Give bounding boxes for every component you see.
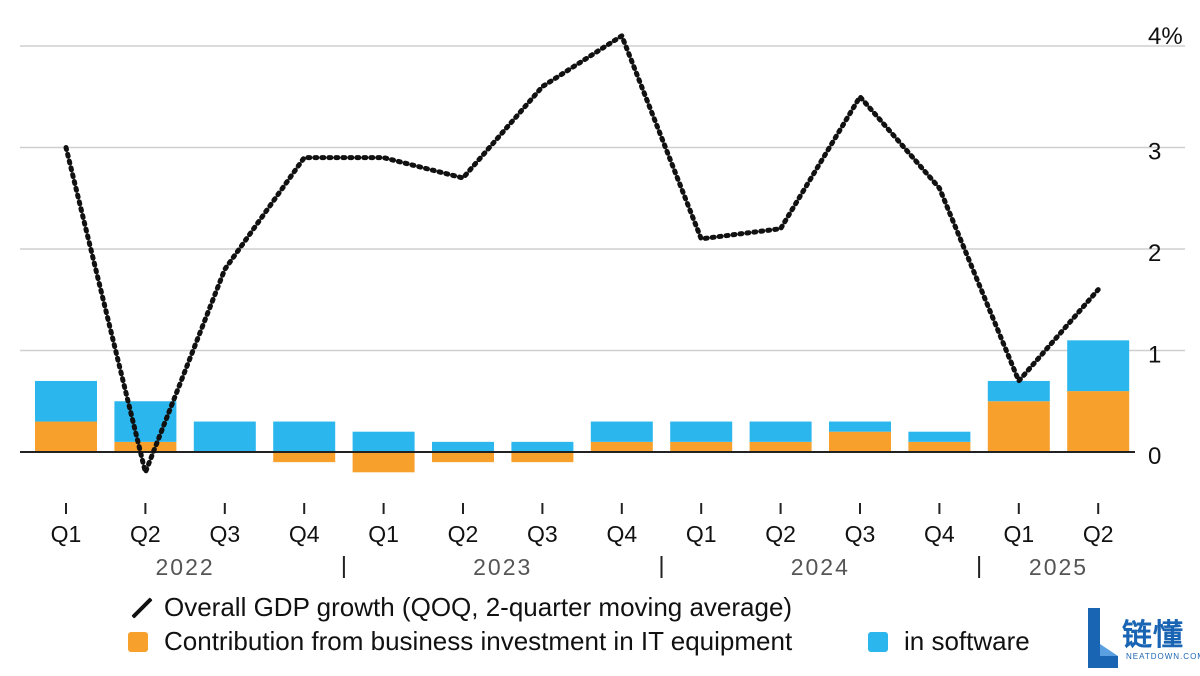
y-tick-label: 1 xyxy=(1148,342,1161,369)
bar-it-equipment xyxy=(273,452,336,463)
x-tick-label: Q2 xyxy=(130,521,161,547)
x-tick-label: Q4 xyxy=(924,521,955,547)
bar-software xyxy=(908,431,971,442)
bar-it-equipment xyxy=(829,431,891,452)
gdp-series-line xyxy=(63,33,1101,475)
bar-software xyxy=(511,441,574,452)
bar-software xyxy=(749,421,812,442)
chart: 0 1 2 3 4% Q1 Q2 Q3 Q4 Q1 Q2 Q3 Q4 Q1 Q2 Q3 Q4 Q1 Q2 2022 2… xyxy=(20,23,1185,580)
x-tick-label: Q2 xyxy=(1083,521,1114,547)
x-tick-label: Q1 xyxy=(51,521,82,547)
bar-software xyxy=(1067,340,1130,392)
x-tick-label: Q3 xyxy=(209,521,240,547)
year-label: 2025 xyxy=(1029,554,1088,580)
legend-it-equipment: Contribution from business investment in… xyxy=(128,626,792,657)
x-tick-label: Q3 xyxy=(845,521,876,547)
bar-it-equipment xyxy=(511,452,574,463)
y-tick-label: 2 xyxy=(1148,240,1161,267)
bar-it-equipment xyxy=(908,441,971,452)
bar-it-equipment xyxy=(35,421,97,452)
legend-gdp-label: Overall GDP growth (QOQ, 2-quarter movin… xyxy=(164,592,793,622)
year-label: 2024 xyxy=(791,554,850,580)
logo-cn-text: 链懂 xyxy=(1122,618,1184,653)
bar-software xyxy=(273,421,336,452)
y-tick-label: 3 xyxy=(1148,139,1161,166)
bar-it-equipment xyxy=(670,441,733,452)
legend-software-label: in software xyxy=(904,626,1030,656)
logo-en-text: NEATDOWN.COM xyxy=(1126,652,1200,661)
year-label: 2022 xyxy=(156,554,215,580)
y-axis-labels: 0 1 2 3 4% xyxy=(1148,23,1183,470)
bar-software xyxy=(352,431,415,452)
x-tick-label: Q2 xyxy=(765,521,796,547)
gridlines xyxy=(20,45,1185,352)
x-tick-label: Q1 xyxy=(1003,521,1034,547)
year-label: 2023 xyxy=(473,554,532,580)
x-axis: Q1 Q2 Q3 Q4 Q1 Q2 Q3 Q4 Q1 Q2 Q3 Q4 Q1 Q2 2022 2023 2024… xyxy=(51,503,1114,580)
bars xyxy=(35,340,1130,473)
watermark-logo: 链懂 NEATDOWN.COM xyxy=(1086,606,1200,672)
legend-gdp: Overall GDP growth (QOQ, 2-quarter movin… xyxy=(128,592,792,623)
legend-software: in software xyxy=(868,626,1030,657)
x-tick-label: Q1 xyxy=(686,521,717,547)
legend-it-equipment-label: Contribution from business investment in… xyxy=(164,626,793,656)
gdp-line xyxy=(63,33,1101,475)
orange-swatch-icon xyxy=(128,631,148,652)
bar-it-equipment xyxy=(432,452,494,463)
y-tick-label: 4% xyxy=(1148,23,1183,50)
x-tick-label: Q3 xyxy=(527,521,558,547)
bar-it-equipment xyxy=(590,441,653,452)
bar-software xyxy=(987,380,1050,402)
bar-software xyxy=(35,380,97,422)
bar-it-equipment xyxy=(352,452,415,473)
bar-software xyxy=(590,421,653,442)
x-tick-label: Q2 xyxy=(448,521,479,547)
bar-software xyxy=(670,421,733,442)
blue-swatch-icon xyxy=(868,631,888,652)
bar-it-equipment xyxy=(114,441,177,452)
bar-it-equipment xyxy=(749,441,812,452)
bar-software xyxy=(193,421,256,452)
bar-software xyxy=(114,401,177,442)
logo-l-icon xyxy=(1088,608,1118,668)
x-tick-label: Q4 xyxy=(289,521,320,547)
x-tick-label: Q1 xyxy=(368,521,399,547)
dotted-line-icon xyxy=(128,597,150,619)
x-tick-label: Q4 xyxy=(606,521,637,547)
bar-software xyxy=(432,441,494,452)
bar-it-equipment xyxy=(987,401,1050,452)
y-tick-label: 0 xyxy=(1148,443,1161,470)
bar-software xyxy=(829,421,891,432)
bar-it-equipment xyxy=(1067,391,1130,452)
